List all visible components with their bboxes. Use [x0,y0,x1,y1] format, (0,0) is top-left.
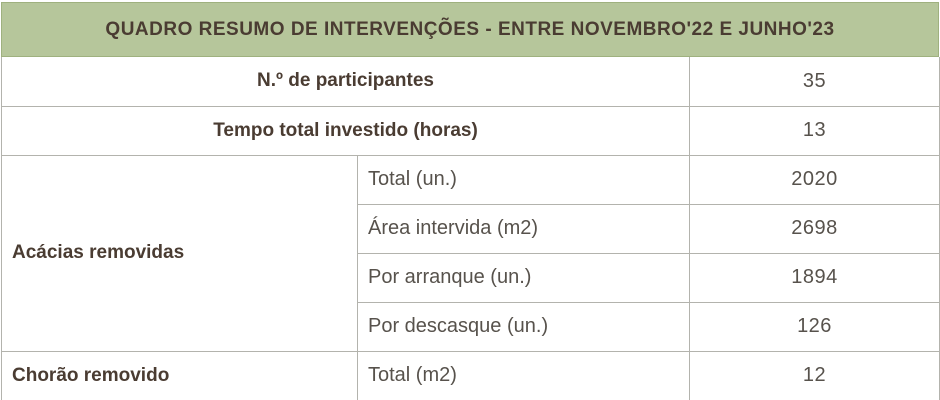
table-row-acacias-total: Acácias removidas Total (un.) 2020 [1,154,940,352]
row-label-time: Tempo total investido (horas) [1,105,690,156]
row-value-time: 13 [689,105,940,156]
row-label-acacias-arranque: Por arranque (un.) [357,252,690,303]
group-label-chorao: Chorão removido [1,350,358,400]
table-row-acacias-descasque: Por descasque (un.) 126 [2,301,940,352]
table-row-acacias-area: Área intervida (m2) 2698 [2,203,940,254]
row-value-acacias-descasque: 126 [689,301,940,352]
row-label-participants: N.º de participantes [1,57,690,107]
row-value-chorao: 12 [689,350,940,400]
table-title-bar: QUADRO RESUMO DE INTERVENÇÕES - ENTRE NO… [1,2,939,57]
row-value-acacias-total: 2020 [689,154,940,205]
row-label-acacias-total: Total (un.) [357,154,690,205]
table-title: QUADRO RESUMO DE INTERVENÇÕES - ENTRE NO… [105,18,835,40]
row-label-chorao-total: Total (m2) [357,350,690,400]
table-row-chorao: Chorão removido Total (m2) 12 [1,350,940,400]
row-label-acacias-descasque: Por descasque (un.) [357,301,690,352]
table-row-acacias-arranque: Por arranque (un.) 1894 [2,252,940,303]
data-table: N.º de participantes 35 Tempo total inve… [1,57,940,400]
row-value-acacias-arranque: 1894 [689,252,940,303]
row-value-participants: 35 [689,57,940,107]
row-value-acacias-area: 2698 [689,203,940,254]
group-label-acacias: Acácias removidas [1,154,358,352]
table-row-time: Tempo total investido (horas) 13 [1,105,940,156]
table-row-participants: N.º de participantes 35 [1,57,940,107]
row-label-acacias-area: Área intervida (m2) [357,203,690,254]
